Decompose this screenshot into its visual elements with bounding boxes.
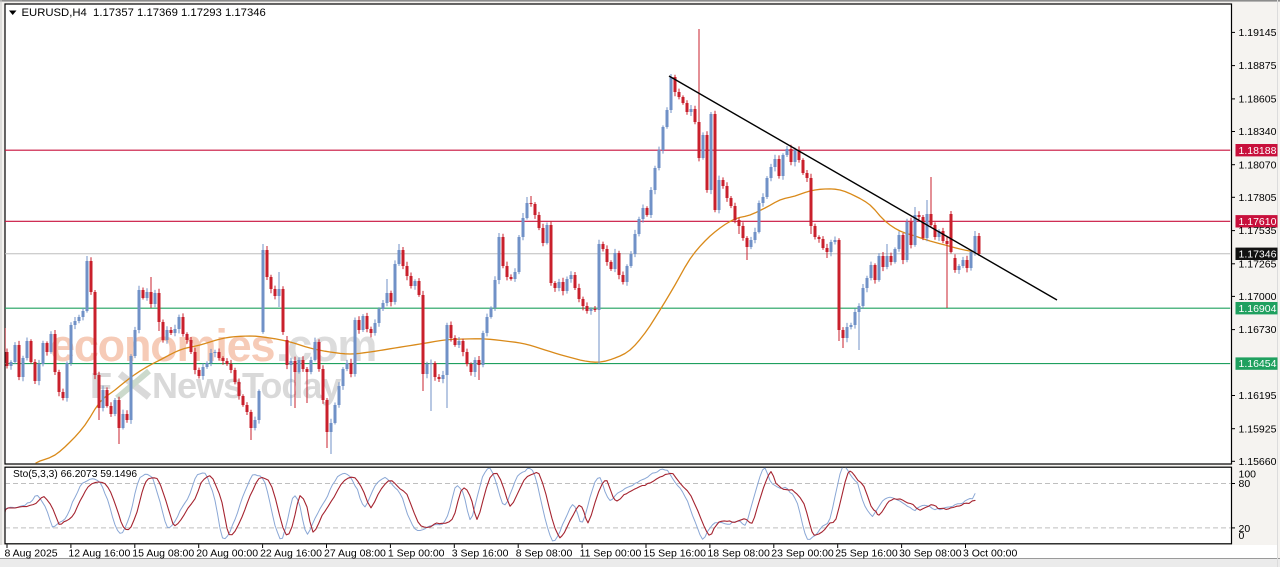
svg-text:.com: .com bbox=[276, 320, 376, 371]
svg-text:1.17265: 1.17265 bbox=[1239, 258, 1277, 270]
svg-text:15 Aug 08:00: 15 Aug 08:00 bbox=[132, 548, 194, 560]
svg-text:1.15660: 1.15660 bbox=[1239, 456, 1277, 468]
svg-text:3 Sep 16:00: 3 Sep 16:00 bbox=[452, 548, 509, 560]
svg-text:15 Sep 16:00: 15 Sep 16:00 bbox=[644, 548, 707, 560]
svg-text:1.16195: 1.16195 bbox=[1239, 390, 1277, 402]
svg-text:EURUSD,H4 1.17357 1.17369 1.1: EURUSD,H4 1.17357 1.17369 1.17293 1.1734… bbox=[22, 7, 266, 19]
svg-text:3 Oct 00:00: 3 Oct 00:00 bbox=[963, 548, 1017, 560]
svg-text:NewsToday: NewsToday bbox=[152, 365, 341, 406]
svg-text:1.19145: 1.19145 bbox=[1239, 27, 1277, 39]
svg-text:1.15925: 1.15925 bbox=[1239, 423, 1277, 435]
svg-text:1.17000: 1.17000 bbox=[1239, 291, 1277, 303]
svg-text:20 Aug 00:00: 20 Aug 00:00 bbox=[196, 548, 258, 560]
svg-text:8 Aug 2025: 8 Aug 2025 bbox=[5, 548, 58, 560]
svg-text:1.16454: 1.16454 bbox=[1239, 358, 1277, 370]
svg-text:27 Aug 08:00: 27 Aug 08:00 bbox=[324, 548, 386, 560]
svg-text:20: 20 bbox=[1239, 523, 1251, 535]
svg-text:0: 0 bbox=[1239, 530, 1245, 542]
svg-text:100: 100 bbox=[1239, 468, 1257, 480]
svg-text:1.18605: 1.18605 bbox=[1239, 94, 1277, 106]
svg-text:11 Sep 00:00: 11 Sep 00:00 bbox=[580, 548, 642, 560]
svg-text:Sto(5,3,3) 66.2073 59.1496: Sto(5,3,3) 66.2073 59.1496 bbox=[13, 469, 137, 480]
svg-text:25 Sep 16:00: 25 Sep 16:00 bbox=[835, 548, 898, 560]
svg-text:1.17535: 1.17535 bbox=[1239, 225, 1277, 237]
svg-text:1.16904: 1.16904 bbox=[1239, 303, 1277, 315]
svg-text:30 Sep 08:00: 30 Sep 08:00 bbox=[899, 548, 962, 560]
svg-text:1.18070: 1.18070 bbox=[1239, 159, 1277, 171]
svg-text:1 Sep 00:00: 1 Sep 00:00 bbox=[388, 548, 445, 560]
svg-text:1.17805: 1.17805 bbox=[1239, 192, 1277, 204]
svg-text:22 Aug 16:00: 22 Aug 16:00 bbox=[260, 548, 322, 560]
svg-text:12 Aug 16:00: 12 Aug 16:00 bbox=[68, 548, 130, 560]
svg-text:1.18340: 1.18340 bbox=[1239, 126, 1277, 138]
svg-text:1.18875: 1.18875 bbox=[1239, 60, 1277, 72]
svg-text:80: 80 bbox=[1239, 478, 1251, 490]
svg-text:1.16730: 1.16730 bbox=[1239, 324, 1277, 336]
svg-text:1.18188: 1.18188 bbox=[1239, 145, 1277, 157]
svg-text:18 Sep 08:00: 18 Sep 08:00 bbox=[707, 548, 770, 560]
svg-text:8 Sep 08:00: 8 Sep 08:00 bbox=[516, 548, 573, 560]
svg-text:23 Sep 00:00: 23 Sep 00:00 bbox=[771, 548, 834, 560]
svg-text:1.17346: 1.17346 bbox=[1239, 248, 1277, 260]
svg-text:1.17610: 1.17610 bbox=[1239, 216, 1277, 228]
